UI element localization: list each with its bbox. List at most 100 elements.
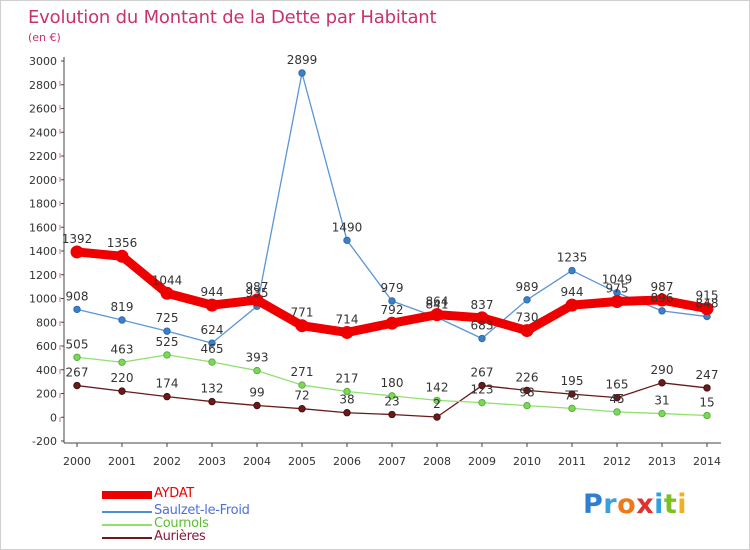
- data-label-auri-res: 23: [384, 395, 399, 409]
- data-point-aydat: [295, 319, 309, 333]
- logo-letter: i: [654, 489, 664, 520]
- y-tick-label: 2600: [29, 103, 57, 116]
- data-label-cournols: 465: [201, 342, 224, 356]
- data-point-saulzet-le-froid: [523, 296, 531, 304]
- data-label-auri-res: 267: [471, 366, 494, 380]
- data-label-cournols: 393: [246, 351, 269, 365]
- data-label-aydat: 837: [471, 298, 494, 312]
- data-point-aydat: [610, 294, 624, 308]
- data-point-aydat: [430, 308, 444, 322]
- chart-unit: (en €): [28, 31, 61, 44]
- y-tick-label: 600: [36, 340, 57, 353]
- data-point-cournols: [523, 401, 531, 410]
- data-label-auri-res: 132: [201, 382, 224, 396]
- data-label-cournols: 271: [291, 365, 314, 379]
- data-point-cournols: [433, 396, 441, 405]
- data-label-saulzet-le-froid: 725: [156, 311, 179, 325]
- data-point-auri-res: [703, 384, 711, 392]
- data-label-saulzet-le-froid: 683: [471, 319, 494, 333]
- x-tick-label: 2005: [288, 455, 316, 468]
- legend-swatch-cournols: [102, 524, 152, 526]
- data-point-aydat: [520, 324, 534, 338]
- data-label-saulzet-le-froid: 819: [111, 300, 134, 314]
- data-label-auri-res: 290: [651, 363, 674, 377]
- y-tick-label: 1800: [29, 198, 57, 211]
- logo-letter: t: [663, 489, 678, 520]
- x-tick-label: 2011: [558, 455, 586, 468]
- data-point-aydat: [475, 311, 489, 325]
- data-label-saulzet-le-froid: 896: [651, 291, 674, 305]
- data-point-cournols: [388, 392, 396, 400]
- data-label-auri-res: 2: [433, 397, 441, 411]
- data-point-saulzet-le-froid: [658, 307, 666, 315]
- data-label-auri-res: 195: [561, 374, 584, 388]
- data-label-saulzet-le-froid: 848: [696, 297, 719, 311]
- data-point-auri-res: [478, 381, 486, 390]
- data-point-saulzet-le-froid: [208, 339, 216, 347]
- legend-label-aydat: AYDAT: [154, 486, 194, 501]
- data-label-auri-res: 72: [294, 389, 309, 403]
- data-point-cournols: [208, 358, 216, 366]
- x-tick-label: 2001: [108, 455, 136, 468]
- data-label-saulzet-le-froid: 624: [201, 323, 224, 337]
- data-label-saulzet-le-froid: 1235: [557, 251, 588, 265]
- data-label-cournols: 142: [426, 380, 449, 394]
- legend-label-saulzet: Saulzet-le-Froid: [154, 503, 250, 518]
- data-point-cournols: [343, 387, 351, 396]
- data-label-aydat: 944: [201, 285, 224, 299]
- proxiti-logo: Proxiti: [583, 489, 687, 520]
- x-tick-label: 2008: [423, 455, 451, 468]
- data-point-cournols: [658, 409, 666, 418]
- data-point-aydat: [160, 286, 174, 300]
- data-point-cournols: [613, 408, 621, 416]
- data-point-saulzet-le-froid: [388, 297, 396, 305]
- data-label-aydat: 730: [516, 311, 539, 325]
- y-tick-label: 1000: [29, 293, 57, 306]
- data-label-cournols: 180: [381, 376, 404, 390]
- data-label-saulzet-le-froid: 908: [66, 289, 89, 303]
- data-label-auri-res: 38: [339, 393, 354, 407]
- data-point-auri-res: [298, 405, 306, 413]
- data-point-auri-res: [658, 379, 666, 387]
- data-label-auri-res: 174: [156, 377, 179, 391]
- data-point-auri-res: [163, 392, 171, 401]
- data-point-auri-res: [118, 387, 126, 395]
- data-label-cournols: 45: [609, 392, 624, 406]
- data-point-auri-res: [433, 413, 441, 421]
- data-label-auri-res: 99: [249, 385, 264, 399]
- x-tick-label: 2000: [63, 455, 91, 468]
- data-point-aydat: [70, 245, 84, 259]
- data-label-saulzet-le-froid: 1049: [602, 273, 633, 287]
- data-point-auri-res: [208, 397, 216, 406]
- data-label-saulzet-le-froid: 2899: [287, 53, 318, 67]
- y-tick-label: -200: [32, 435, 57, 448]
- data-point-aydat: [700, 302, 714, 316]
- data-point-aydat: [565, 298, 579, 312]
- data-label-aydat: 987: [651, 280, 674, 294]
- data-label-saulzet-le-froid: 989: [516, 280, 539, 294]
- x-tick-label: 2007: [378, 455, 406, 468]
- y-tick-label: 400: [36, 364, 57, 377]
- logo-letter: o: [617, 489, 637, 520]
- y-tick-label: 2000: [29, 174, 57, 187]
- x-tick-label: 2009: [468, 455, 496, 468]
- legend-label-aurieres: Aurières: [154, 529, 206, 544]
- data-label-cournols: 31: [654, 394, 669, 408]
- data-label-cournols: 15: [699, 395, 714, 409]
- data-point-cournols: [253, 366, 261, 375]
- logo-letter: P: [583, 489, 604, 520]
- x-tick-label: 2014: [693, 455, 721, 468]
- data-point-saulzet-le-froid: [478, 334, 486, 343]
- data-label-cournols: 98: [519, 386, 534, 400]
- data-point-saulzet-le-froid: [163, 327, 171, 335]
- y-tick-label: 200: [36, 388, 57, 401]
- legend-label-cournols: Cournols: [154, 516, 209, 531]
- data-point-saulzet-le-froid: [568, 266, 576, 275]
- data-point-auri-res: [73, 381, 81, 390]
- data-point-auri-res: [613, 393, 621, 402]
- data-point-saulzet-le-froid: [73, 305, 81, 314]
- data-label-aydat: 771: [291, 306, 314, 320]
- data-point-cournols: [568, 404, 576, 413]
- x-tick-label: 2013: [648, 455, 676, 468]
